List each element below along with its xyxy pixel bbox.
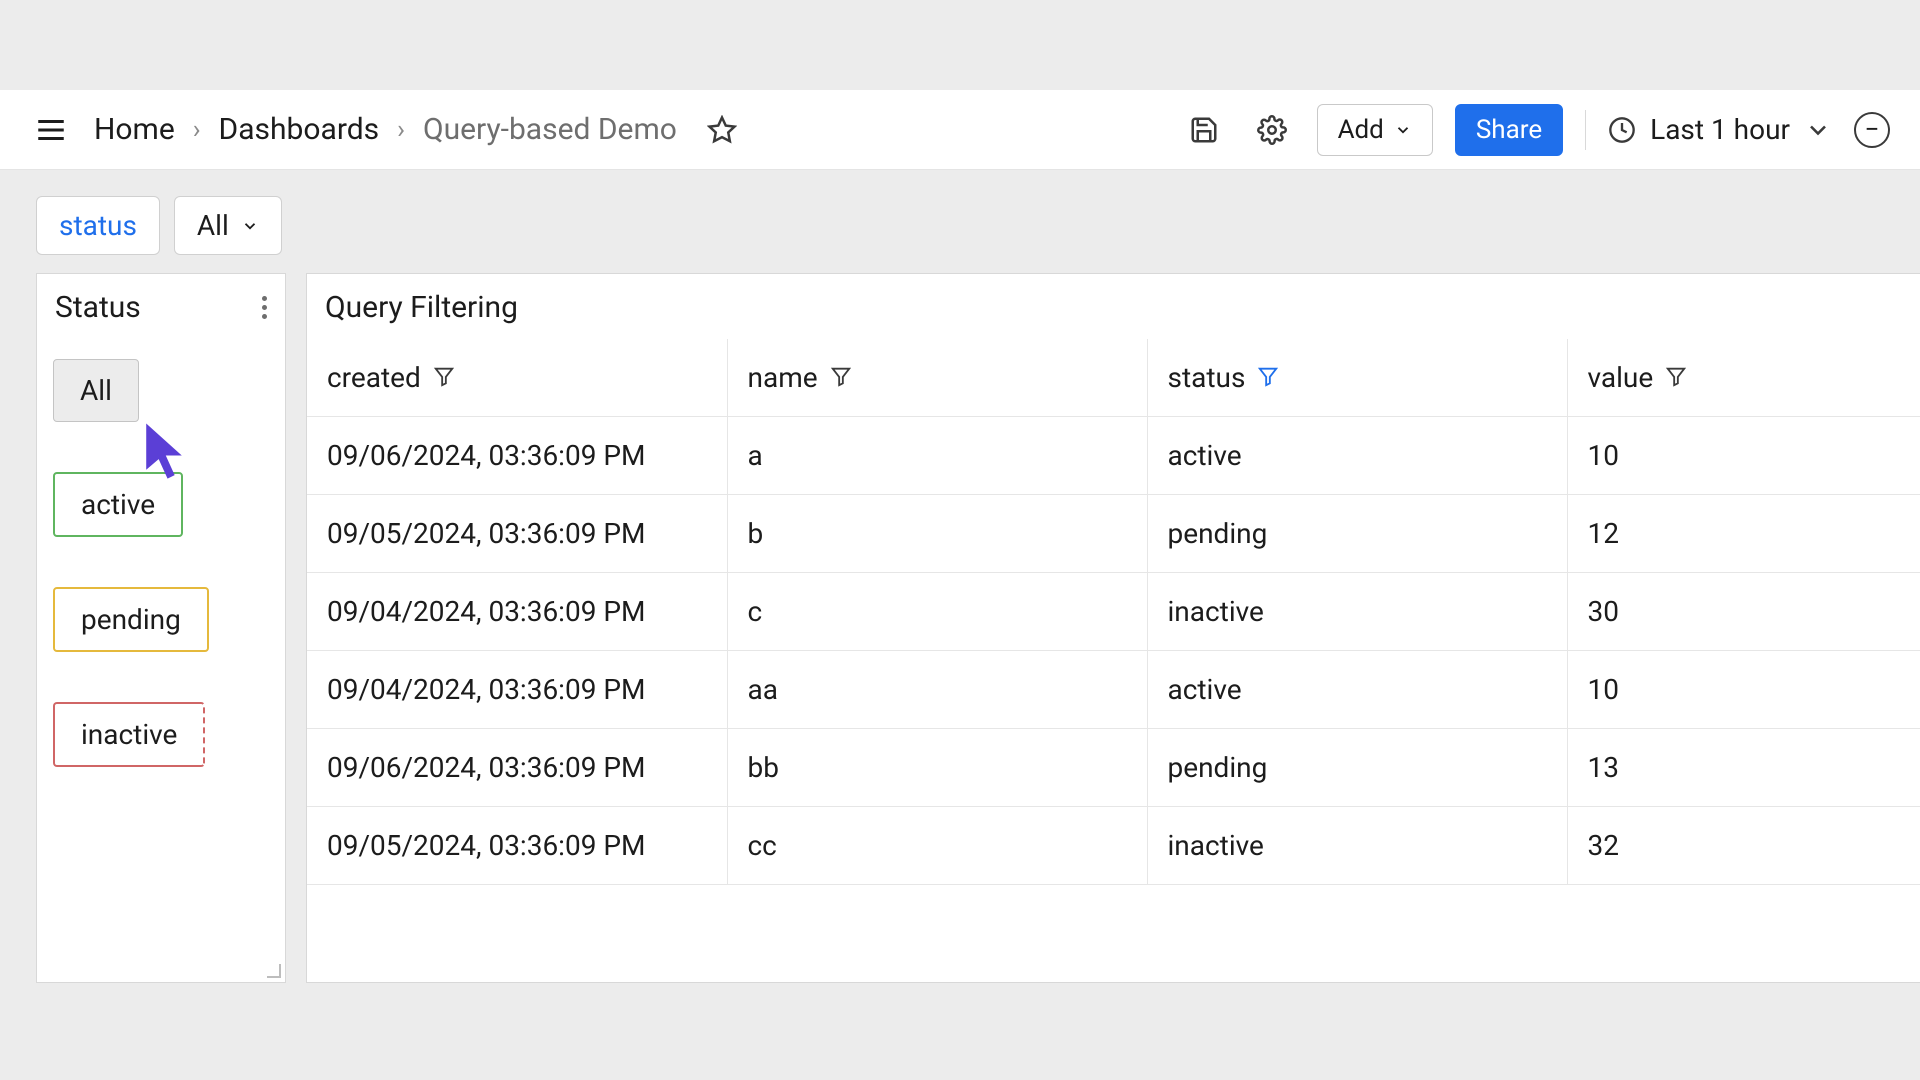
cell-name: c xyxy=(727,573,1147,651)
cell-status: pending xyxy=(1147,495,1567,573)
save-icon[interactable] xyxy=(1181,107,1227,153)
variable-row: status All xyxy=(0,170,1920,273)
status-option-inactive[interactable]: inactive xyxy=(53,702,205,767)
breadcrumb-home[interactable]: Home xyxy=(94,112,175,147)
variable-value-label: All xyxy=(197,209,229,242)
cell-name: cc xyxy=(727,807,1147,885)
column-header-value[interactable]: value xyxy=(1567,339,1920,417)
app-frame: Home › Dashboards › Query-based Demo xyxy=(0,90,1920,983)
cell-name: aa xyxy=(727,651,1147,729)
column-header-created[interactable]: created xyxy=(307,339,727,417)
breadcrumb: Home › Dashboards › Query-based Demo xyxy=(94,112,677,147)
column-header-status[interactable]: status xyxy=(1147,339,1567,417)
column-header-label: name xyxy=(748,361,818,394)
add-button[interactable]: Add xyxy=(1317,104,1433,156)
status-option-active[interactable]: active xyxy=(53,472,183,537)
clock-icon xyxy=(1608,116,1636,144)
table-row[interactable]: 09/04/2024, 03:36:09 PMcinactive30 xyxy=(307,573,1920,651)
content: Status All active pending inactive Query… xyxy=(0,273,1920,983)
star-icon[interactable] xyxy=(699,107,745,153)
gear-icon[interactable] xyxy=(1249,107,1295,153)
status-panel-title: Status xyxy=(55,290,141,325)
cell-value: 10 xyxy=(1567,417,1920,495)
table-row[interactable]: 09/05/2024, 03:36:09 PMccinactive32 xyxy=(307,807,1920,885)
column-header-name[interactable]: name xyxy=(727,339,1147,417)
chevron-down-icon xyxy=(1804,116,1832,144)
status-panel: Status All active pending inactive xyxy=(36,273,286,983)
time-range-picker[interactable]: Last 1 hour xyxy=(1608,113,1832,146)
status-option-pending[interactable]: pending xyxy=(53,587,209,652)
cell-status: active xyxy=(1147,651,1567,729)
divider xyxy=(1585,110,1586,150)
filter-icon[interactable] xyxy=(1257,361,1279,394)
cell-value: 32 xyxy=(1567,807,1920,885)
table-row[interactable]: 09/06/2024, 03:36:09 PMbbpending13 xyxy=(307,729,1920,807)
chevron-down-icon xyxy=(1394,121,1412,139)
status-panel-header: Status xyxy=(37,274,285,339)
cell-created: 09/04/2024, 03:36:09 PM xyxy=(307,573,727,651)
column-header-label: created xyxy=(327,361,421,394)
column-header-label: value xyxy=(1588,361,1654,394)
variable-name-chip[interactable]: status xyxy=(36,196,160,255)
chevron-right-icon: › xyxy=(397,115,405,145)
share-button-label: Share xyxy=(1476,115,1542,145)
chevron-down-icon xyxy=(241,217,259,235)
table-row[interactable]: 09/06/2024, 03:36:09 PMaactive10 xyxy=(307,417,1920,495)
cell-status: pending xyxy=(1147,729,1567,807)
cell-status: inactive xyxy=(1147,573,1567,651)
status-option-all[interactable]: All xyxy=(53,359,139,422)
table-panel-header: Query Filtering xyxy=(307,274,1920,339)
cell-created: 09/06/2024, 03:36:09 PM xyxy=(307,417,727,495)
breadcrumb-current: Query-based Demo xyxy=(423,112,677,147)
filter-icon[interactable] xyxy=(830,361,852,394)
filter-icon[interactable] xyxy=(1665,361,1687,394)
table-row[interactable]: 09/04/2024, 03:36:09 PMaaactive10 xyxy=(307,651,1920,729)
table-panel: Query Filtering created name status value 0… xyxy=(306,273,1920,983)
add-button-label: Add xyxy=(1338,115,1384,145)
table-row[interactable]: 09/05/2024, 03:36:09 PMbpending12 xyxy=(307,495,1920,573)
cell-name: bb xyxy=(727,729,1147,807)
cell-created: 09/06/2024, 03:36:09 PM xyxy=(307,729,727,807)
filter-icon[interactable] xyxy=(433,361,455,394)
zoom-out-icon[interactable]: − xyxy=(1854,112,1890,148)
kebab-icon[interactable] xyxy=(262,296,267,319)
breadcrumb-dashboards[interactable]: Dashboards xyxy=(219,112,380,147)
column-header-label: status xyxy=(1168,361,1246,394)
cell-value: 13 xyxy=(1567,729,1920,807)
cell-name: a xyxy=(727,417,1147,495)
resize-handle-icon[interactable] xyxy=(267,964,281,978)
variable-value-chip[interactable]: All xyxy=(174,196,282,255)
status-options: All active pending inactive xyxy=(37,339,285,787)
cell-value: 10 xyxy=(1567,651,1920,729)
query-table: created name status value 09/06/2024, 03:36… xyxy=(307,339,1920,885)
variable-name-label: status xyxy=(59,209,137,242)
cell-created: 09/05/2024, 03:36:09 PM xyxy=(307,495,727,573)
table-panel-title: Query Filtering xyxy=(325,290,518,325)
topbar: Home › Dashboards › Query-based Demo xyxy=(0,90,1920,170)
share-button[interactable]: Share xyxy=(1455,104,1563,156)
cell-created: 09/04/2024, 03:36:09 PM xyxy=(307,651,727,729)
chevron-right-icon: › xyxy=(193,115,201,145)
time-range-label: Last 1 hour xyxy=(1650,113,1790,146)
cell-status: active xyxy=(1147,417,1567,495)
cell-value: 30 xyxy=(1567,573,1920,651)
cell-status: inactive xyxy=(1147,807,1567,885)
cell-value: 12 xyxy=(1567,495,1920,573)
hamburger-icon[interactable] xyxy=(30,109,72,151)
cell-created: 09/05/2024, 03:36:09 PM xyxy=(307,807,727,885)
cell-name: b xyxy=(727,495,1147,573)
